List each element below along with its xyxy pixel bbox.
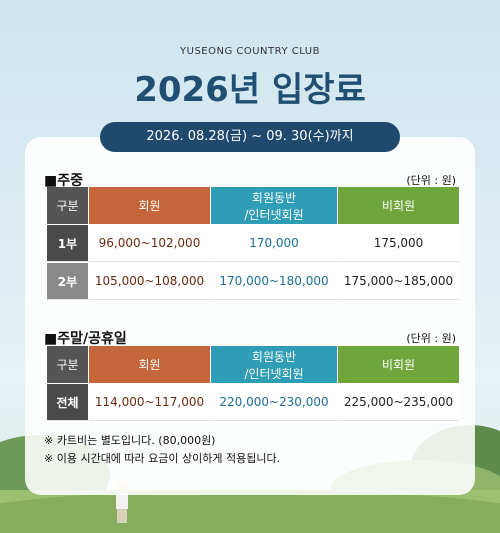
header-cell: 비회원	[338, 187, 459, 224]
cell: 170,000~180,000	[211, 263, 337, 300]
cell: 114,000~117,000	[89, 384, 210, 421]
unit: (단위 : 원)	[406, 174, 456, 187]
row-label: 1부	[47, 225, 88, 262]
cell: 96,000~102,000	[89, 225, 210, 262]
table: 구분 회원 회원동반/인터넷회원 비회원 1부 96,000~102,000 170,000…	[47, 187, 459, 300]
cell: 175,000~185,000	[338, 263, 459, 300]
cell: 105,000~108,000	[89, 263, 210, 300]
title: 2026년 입장료	[134, 70, 366, 110]
header-line: 회원동반	[251, 190, 297, 205]
unit: (단위 : 원)	[406, 332, 456, 345]
period: 2026. 08.28(금) ~ 09. 30(수)까지	[100, 122, 400, 152]
header-cell: 회원	[89, 187, 210, 224]
header-line: /인터넷회원	[244, 366, 304, 381]
table: 구분 회원 회원동반/인터넷회원 비회원 전체 114,000~117,000 220,00…	[47, 346, 459, 421]
section-title: ■주말/공휴일	[44, 331, 127, 347]
header-cell: 회원동반/인터넷회원	[211, 187, 337, 224]
header-cell: 회원동반/인터넷회원	[211, 346, 337, 383]
header-cell: 구분	[47, 187, 88, 224]
subtitle: YUSEONG COUNTRY CLUB	[180, 46, 320, 57]
header-cell: 회원	[89, 346, 210, 383]
header-cell: 비회원	[338, 346, 459, 383]
row-label: 2부	[47, 263, 88, 300]
cell: 170,000	[211, 225, 337, 262]
section-title: ■주중	[44, 173, 83, 189]
row-label: 전체	[47, 384, 88, 421]
cell: 225,000~235,000	[338, 384, 459, 421]
cell: 220,000~230,000	[211, 384, 337, 421]
note: ※ 이용 시간대에 따라 요금이 상이하게 적용됩니다.	[44, 452, 281, 465]
header-cell: 구분	[47, 346, 88, 383]
header-line: /인터넷회원	[244, 207, 304, 222]
note: ※ 카트비는 별도입니다. (80,000원)	[44, 434, 216, 447]
cell: 175,000	[338, 225, 459, 262]
header-line: 회원동반	[251, 349, 297, 364]
